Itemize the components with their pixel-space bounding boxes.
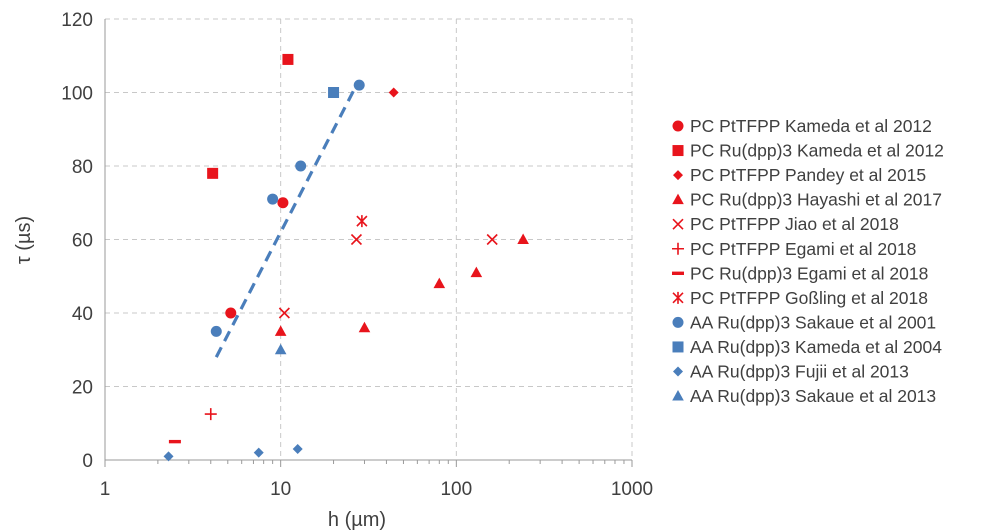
legend-label: AA Ru(dpp)3 Sakaue et al 2001 <box>690 312 936 332</box>
data-point <box>207 167 219 179</box>
legend-marker <box>672 218 684 230</box>
y-tick-label: 120 <box>61 10 93 31</box>
legend-label: PC Ru(dpp)3 Egami et al 2018 <box>690 263 928 283</box>
series-2 <box>207 53 294 179</box>
grid-lines <box>105 18 633 460</box>
series-1 <box>225 197 289 319</box>
y-tick-label: 80 <box>72 157 93 178</box>
legend-marker <box>673 170 683 181</box>
series-6 <box>204 408 217 421</box>
legend-label: PC Ru(dpp)3 Kameda et al 2012 <box>690 141 944 161</box>
data-point <box>470 266 483 278</box>
legend-label: PC PtTFPP Jiao et al 2018 <box>690 214 899 234</box>
series-3 <box>388 87 399 98</box>
legend-label: AA Ru(dpp)3 Fujii et al 2013 <box>690 362 909 382</box>
legend-marker <box>672 291 684 304</box>
legend-marker <box>672 145 684 157</box>
data-point <box>328 87 340 98</box>
legend-label: AA Ru(dpp)3 Kameda et al 2004 <box>690 337 942 357</box>
legend-marker <box>672 271 684 275</box>
data-point <box>517 233 529 244</box>
series-12 <box>274 343 287 355</box>
x-tick-label: 10 <box>270 479 291 500</box>
legend-marker <box>672 390 684 401</box>
data-point <box>295 160 307 172</box>
y-tick-label: 20 <box>72 378 93 399</box>
series-9 <box>210 79 365 337</box>
series-10 <box>328 87 340 98</box>
data-point <box>282 53 294 65</box>
data-point <box>274 343 287 355</box>
axes <box>104 19 633 467</box>
data-point <box>267 193 279 205</box>
data-point <box>353 79 365 91</box>
legend-label: PC PtTFPP Goßling et al 2018 <box>690 288 928 308</box>
series-4 <box>274 233 529 336</box>
legend-marker <box>673 366 683 377</box>
data-point <box>388 87 399 98</box>
legend-label: PC PtTFPP Kameda et al 2012 <box>690 116 932 136</box>
y-tick-label: 0 <box>82 451 93 472</box>
legend-item: AA Ru(dpp)3 Sakaue et al 2013 <box>672 386 936 406</box>
legend-item: PC PtTFPP Pandey et al 2015 <box>673 165 926 185</box>
legend: PC PtTFPP Kameda et al 2012 PC Ru(dpp)3 K… <box>672 116 944 406</box>
legend-item: PC PtTFPP Jiao et al 2018 <box>672 214 899 234</box>
data-point <box>168 439 181 444</box>
legend-marker <box>672 316 684 328</box>
data-point <box>278 307 290 319</box>
x-tick-label: 100 <box>440 479 472 500</box>
series-7 <box>168 439 181 444</box>
legend-item: AA Ru(dpp)3 Sakaue et al 2001 <box>672 312 936 332</box>
legend-marker <box>672 341 684 353</box>
data-point <box>163 451 174 462</box>
x-tick-label: 1000 <box>611 479 653 500</box>
legend-item: PC Ru(dpp)3 Egami et al 2018 <box>672 263 928 283</box>
legend-marker <box>672 120 684 132</box>
legend-label: PC PtTFPP Egami et al 2018 <box>690 239 916 259</box>
data-point <box>274 325 287 336</box>
data-point <box>292 443 303 454</box>
legend-label: AA Ru(dpp)3 Sakaue et al 2013 <box>690 386 936 406</box>
series-8 <box>356 215 368 228</box>
y-tick-label: 40 <box>72 304 93 325</box>
legend-item: PC PtTFPP Kameda et al 2012 <box>672 116 932 136</box>
data-point <box>356 215 368 228</box>
data-point <box>277 197 289 209</box>
y-tick-label: 60 <box>72 231 93 252</box>
data-point <box>486 233 498 246</box>
data-point <box>433 277 446 289</box>
legend-item: PC Ru(dpp)3 Hayashi et al 2017 <box>672 190 942 210</box>
x-tick-label: 1 <box>100 479 111 500</box>
data-point <box>204 408 217 421</box>
x-axis-label: h (µm) <box>328 509 386 531</box>
legend-item: AA Ru(dpp)3 Kameda et al 2004 <box>672 337 942 357</box>
trendline-segment <box>214 84 358 358</box>
legend-item: AA Ru(dpp)3 Fujii et al 2013 <box>673 362 909 382</box>
legend-marker <box>672 242 684 255</box>
data-point <box>225 307 237 319</box>
data-point <box>358 321 371 333</box>
y-axis-label: τ (µs) <box>13 216 35 264</box>
legend-item: PC PtTFPP Goßling et al 2018 <box>672 288 928 308</box>
trendline <box>214 84 358 358</box>
data-point <box>210 325 222 337</box>
legend-item: PC PtTFPP Egami et al 2018 <box>672 239 916 259</box>
legend-marker <box>672 193 684 205</box>
legend-label: PC Ru(dpp)3 Hayashi et al 2017 <box>690 190 942 210</box>
series-11 <box>163 443 303 462</box>
legend-item: PC Ru(dpp)3 Kameda et al 2012 <box>672 141 944 161</box>
series-5 <box>278 233 498 319</box>
data-point <box>350 233 363 246</box>
legend-label: PC PtTFPP Pandey et al 2015 <box>690 165 926 185</box>
data-points <box>163 53 529 462</box>
data-point <box>253 447 264 458</box>
y-tick-label: 100 <box>61 84 93 105</box>
